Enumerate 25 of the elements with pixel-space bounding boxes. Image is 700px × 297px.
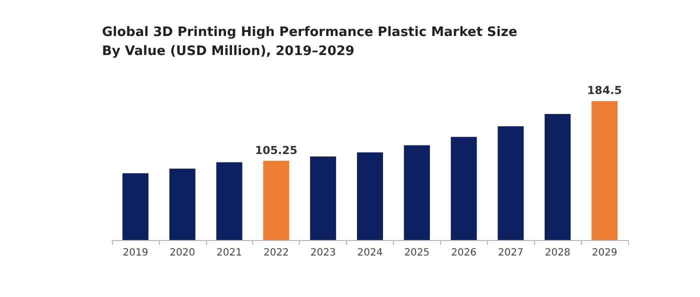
bar <box>169 168 196 240</box>
x-tick-label: 2022 <box>263 248 289 258</box>
x-tick-label: 2026 <box>451 248 477 258</box>
x-tick-label: 2021 <box>216 248 242 258</box>
x-tick-label: 2020 <box>170 248 196 258</box>
x-tick-label: 2028 <box>544 248 570 258</box>
bar <box>404 145 430 240</box>
data-label: 184.5 <box>587 84 622 98</box>
x-tick-label: 2025 <box>404 248 430 258</box>
bar <box>216 162 242 240</box>
bar <box>310 156 336 240</box>
x-tick-label: 2027 <box>498 248 524 258</box>
chart-title: Global 3D Printing High Performance Plastic Market Size By Value (USD Million), 2019–2029 <box>102 25 518 59</box>
bar <box>357 152 383 240</box>
x-tick-label: 2024 <box>357 248 383 258</box>
bar <box>263 160 290 240</box>
bar <box>450 136 477 240</box>
bar <box>498 126 524 240</box>
x-tick-label: 2023 <box>310 248 336 258</box>
bar <box>122 173 148 240</box>
bar <box>592 101 618 240</box>
x-tick-label: 2029 <box>592 248 618 258</box>
x-tick-label: 2019 <box>122 248 148 258</box>
data-label: 105.25 <box>254 144 298 157</box>
bar <box>544 114 571 240</box>
